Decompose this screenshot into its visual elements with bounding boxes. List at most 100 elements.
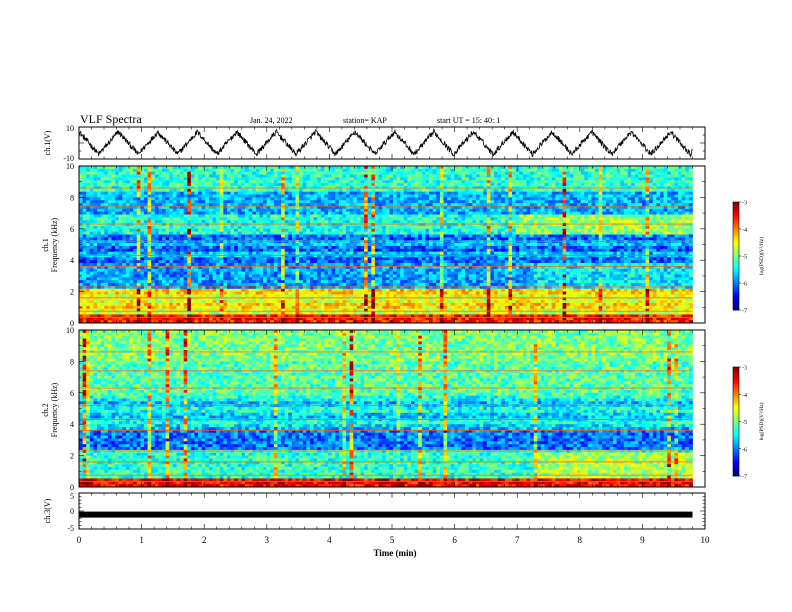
- spectrogram-cell: [107, 168, 112, 173]
- spectrogram-cell: [674, 180, 679, 184]
- spectrogram-cell: [223, 217, 228, 221]
- spectrogram-cell: [125, 234, 130, 238]
- spectrogram-cell: [187, 217, 192, 221]
- spectrogram-cell: [338, 183, 343, 187]
- spectrogram-cell: [540, 240, 545, 244]
- spectrogram-cell: [118, 243, 123, 247]
- spectrogram-cell: [364, 208, 369, 213]
- spectrogram-cell: [89, 208, 94, 213]
- spectrogram-cell: [331, 205, 336, 210]
- spectrogram-cell: [418, 243, 423, 247]
- spectrogram-cell: [609, 168, 614, 173]
- spectrogram-cell: [252, 211, 257, 215]
- spectrogram-cell: [367, 177, 372, 181]
- spectrogram-cell: [338, 194, 343, 198]
- spectrogram-cell: [309, 214, 314, 218]
- spectrogram-cell: [522, 240, 527, 244]
- spectrogram-cell: [656, 234, 661, 238]
- spectrogram-cell: [688, 243, 693, 247]
- spectrogram-cell: [346, 194, 351, 198]
- spectrogram-cell: [320, 217, 325, 221]
- spectrogram-cell: [208, 220, 213, 224]
- spectrogram-cell: [667, 180, 672, 184]
- spectrogram-cell: [241, 166, 246, 170]
- spectrogram-cell: [530, 220, 535, 224]
- spectrogram-cell: [367, 245, 372, 250]
- spectrogram-cell: [400, 171, 405, 175]
- spectrogram-cell: [378, 234, 383, 238]
- spectrogram-cell: [194, 191, 199, 195]
- spectrogram-cell: [353, 166, 358, 170]
- spectrogram-cell: [169, 166, 174, 170]
- spectrogram-cell: [461, 205, 466, 210]
- spectrogram-cell: [407, 245, 412, 250]
- spectrogram-cell: [151, 183, 156, 187]
- spectrogram-cell: [226, 208, 231, 213]
- spectrogram-cell: [129, 183, 134, 187]
- spectrogram-cell: [273, 243, 278, 247]
- spectrogram-cell: [472, 228, 477, 233]
- spectrogram-cell: [515, 211, 520, 215]
- spectrogram-cell: [533, 166, 538, 170]
- spectrogram-cell: [616, 200, 621, 204]
- spectrogram-cell: [86, 220, 91, 224]
- spectrogram-cell: [641, 211, 646, 215]
- spectrogram-cell: [252, 214, 257, 218]
- spectrogram-cell: [468, 231, 473, 235]
- spectrogram-cell: [172, 205, 177, 210]
- spectrogram-cell: [472, 234, 477, 238]
- spectrogram-cell: [486, 205, 491, 210]
- spectrogram-cell: [374, 225, 379, 230]
- spectrogram-cell: [411, 183, 416, 187]
- spectrogram-cell: [403, 237, 408, 241]
- spectrogram-cell: [367, 203, 372, 207]
- spectrogram-cell: [248, 237, 253, 241]
- spectrogram-cell: [385, 200, 390, 204]
- spectrogram-cell: [338, 174, 343, 178]
- spectrogram-cell: [558, 166, 563, 170]
- spectrogram-cell: [483, 168, 488, 173]
- spectrogram-cell: [562, 191, 567, 195]
- spectrogram-cell: [342, 166, 347, 170]
- spectrogram-cell: [475, 180, 480, 184]
- spectrogram-cell: [201, 220, 206, 224]
- spectrogram-cell: [371, 208, 376, 213]
- spectrogram-cell: [425, 191, 430, 195]
- spectrogram-cell: [483, 217, 488, 221]
- spectrogram-cell: [616, 237, 621, 241]
- spectrogram-cell: [432, 243, 437, 247]
- spectrogram-cell: [508, 223, 513, 227]
- spectrogram-cell: [407, 180, 412, 184]
- spectrogram-cell: [86, 228, 91, 233]
- spectrogram-cell: [223, 203, 228, 207]
- spectrogram-cell: [176, 203, 181, 207]
- spectrogram-cell: [93, 208, 98, 213]
- spectrogram-cell: [143, 211, 148, 215]
- spectrogram-cell: [136, 174, 141, 178]
- spectrogram-cell: [190, 231, 195, 235]
- spectrogram-cell: [591, 191, 596, 195]
- spectrogram-cell: [512, 171, 517, 175]
- spectrogram-cell: [190, 166, 195, 170]
- spectrogram-cell: [198, 214, 203, 218]
- spectrogram-cell: [313, 208, 318, 213]
- spectrogram-cell: [457, 245, 462, 250]
- spectrogram-cell: [688, 197, 693, 201]
- spectrogram-cell: [396, 243, 401, 247]
- spectrogram-cell: [566, 223, 571, 227]
- spectrogram-cell: [436, 183, 441, 187]
- spectrogram-cell: [118, 200, 123, 204]
- spectrogram-cell: [555, 168, 560, 173]
- spectrogram-cell: [219, 166, 224, 170]
- spectrogram-cell: [429, 205, 434, 210]
- spectrogram-cell: [443, 205, 448, 210]
- spectrogram-cell: [411, 245, 416, 250]
- spectrogram-cell: [526, 237, 531, 241]
- spectrogram-cell: [270, 194, 275, 198]
- spectrogram-cell: [360, 200, 365, 204]
- spectrogram-cell: [613, 205, 618, 210]
- spectrogram-cell: [558, 223, 563, 227]
- spectrogram-cell: [587, 220, 592, 224]
- spectrogram-cell: [320, 174, 325, 178]
- spectrogram-cell: [223, 188, 228, 193]
